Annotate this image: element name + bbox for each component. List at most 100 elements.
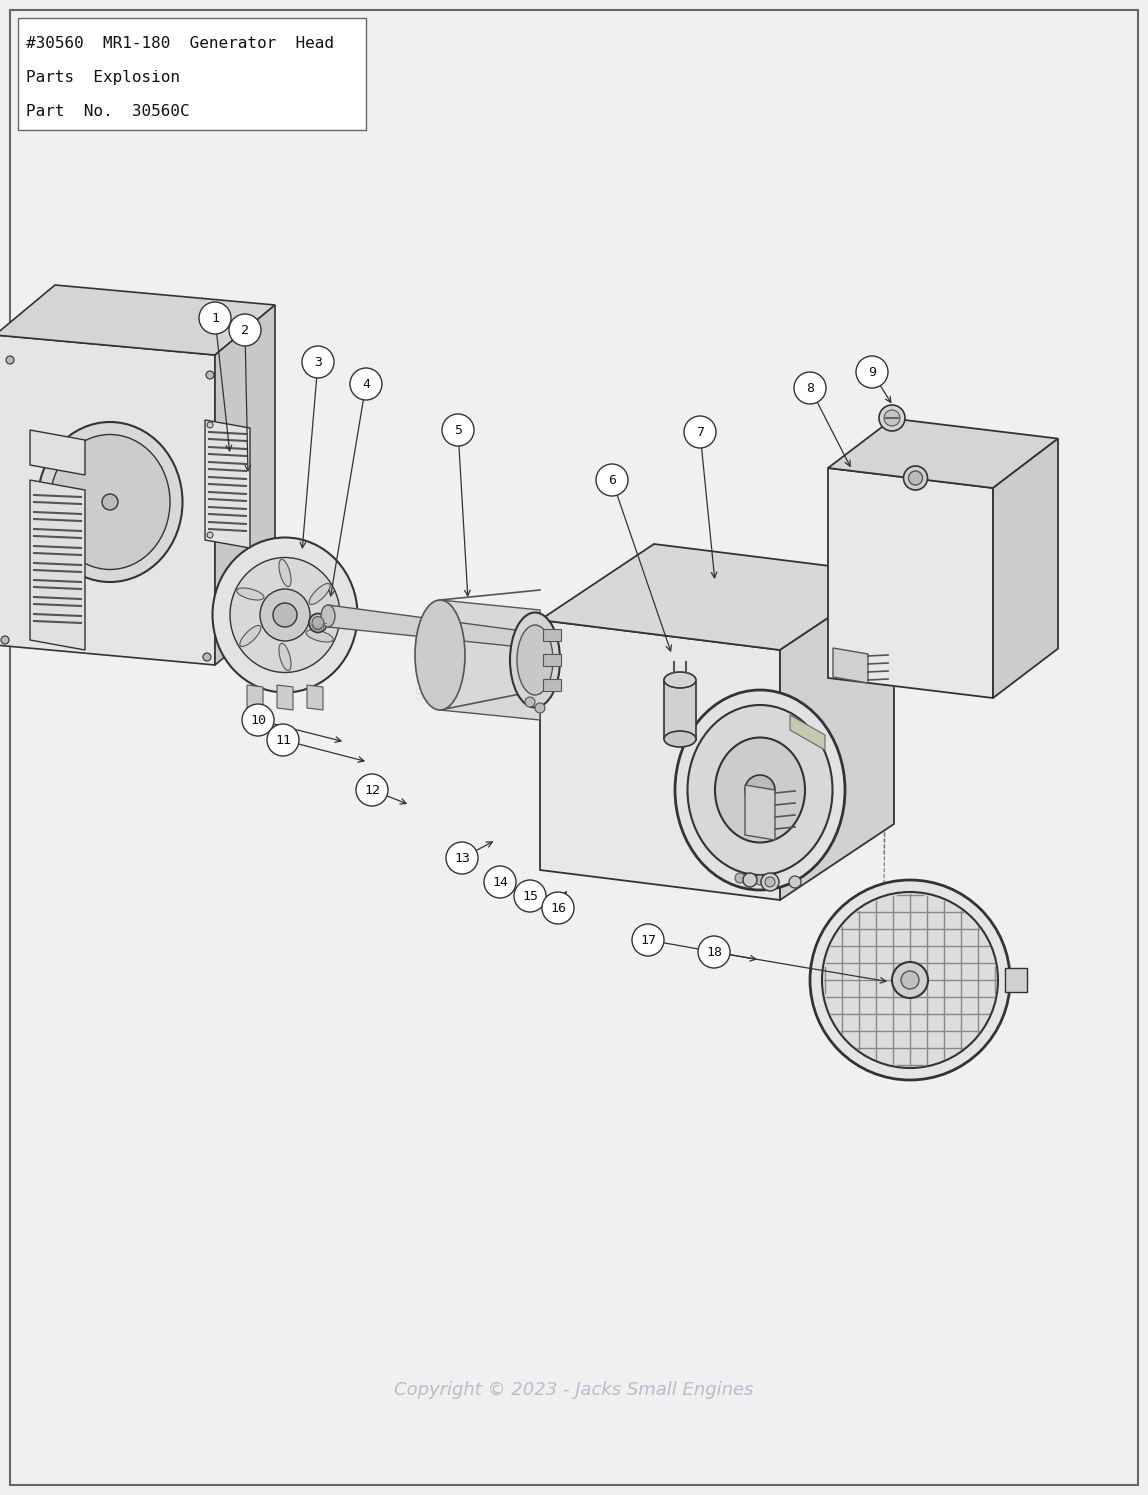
Ellipse shape <box>664 671 696 688</box>
Circle shape <box>822 893 998 1067</box>
Circle shape <box>350 368 382 401</box>
Ellipse shape <box>688 706 832 875</box>
Text: 9: 9 <box>868 365 876 378</box>
Circle shape <box>267 724 298 756</box>
Ellipse shape <box>510 613 560 707</box>
Ellipse shape <box>279 643 292 671</box>
Polygon shape <box>0 335 215 665</box>
Circle shape <box>102 493 118 510</box>
Text: 12: 12 <box>364 783 380 797</box>
Ellipse shape <box>51 435 170 570</box>
Circle shape <box>743 873 757 887</box>
Text: 15: 15 <box>522 890 538 903</box>
Circle shape <box>698 936 730 967</box>
Circle shape <box>810 881 1010 1079</box>
Polygon shape <box>833 647 868 683</box>
Circle shape <box>596 463 628 496</box>
Ellipse shape <box>675 691 845 890</box>
Polygon shape <box>664 680 696 740</box>
Polygon shape <box>247 685 263 710</box>
Circle shape <box>908 471 923 484</box>
Polygon shape <box>328 605 530 647</box>
Polygon shape <box>215 305 276 665</box>
Circle shape <box>525 697 535 707</box>
Ellipse shape <box>236 588 264 599</box>
Ellipse shape <box>414 599 465 710</box>
Text: 18: 18 <box>706 945 722 958</box>
Text: 17: 17 <box>639 933 656 946</box>
Ellipse shape <box>321 605 335 626</box>
Circle shape <box>484 866 515 898</box>
Bar <box>18 18 366 130</box>
Circle shape <box>794 372 827 404</box>
Circle shape <box>856 356 889 389</box>
Polygon shape <box>307 685 323 710</box>
Text: Parts  Explosion: Parts Explosion <box>26 70 180 85</box>
Text: 8: 8 <box>806 381 814 395</box>
Text: 11: 11 <box>276 734 290 746</box>
Polygon shape <box>540 544 894 650</box>
Text: 1: 1 <box>211 311 219 324</box>
Circle shape <box>901 970 920 990</box>
Ellipse shape <box>309 583 331 604</box>
Polygon shape <box>30 480 85 650</box>
Circle shape <box>684 416 716 448</box>
Ellipse shape <box>230 558 340 673</box>
Ellipse shape <box>259 589 310 641</box>
Bar <box>543 679 561 691</box>
Polygon shape <box>30 431 85 475</box>
Text: 13: 13 <box>453 852 470 864</box>
Polygon shape <box>790 715 825 750</box>
Polygon shape <box>540 620 779 900</box>
Text: 5: 5 <box>453 423 461 437</box>
Text: 16: 16 <box>550 901 566 915</box>
Ellipse shape <box>279 559 292 586</box>
Polygon shape <box>205 420 250 549</box>
Circle shape <box>879 405 905 431</box>
Polygon shape <box>828 419 1058 487</box>
Circle shape <box>242 704 274 736</box>
Circle shape <box>884 410 900 426</box>
Circle shape <box>633 924 664 955</box>
Circle shape <box>273 602 297 626</box>
Circle shape <box>302 345 334 378</box>
Ellipse shape <box>212 538 357 692</box>
Bar <box>1004 967 1027 993</box>
Circle shape <box>1 635 9 644</box>
Ellipse shape <box>664 731 696 748</box>
Polygon shape <box>779 574 894 900</box>
Circle shape <box>755 875 765 885</box>
Text: 2: 2 <box>241 323 249 336</box>
Ellipse shape <box>309 613 327 632</box>
Bar <box>543 629 561 641</box>
Text: 14: 14 <box>492 876 509 888</box>
Text: ©: © <box>537 640 552 655</box>
Circle shape <box>442 414 474 446</box>
Ellipse shape <box>312 616 324 629</box>
Circle shape <box>514 881 546 912</box>
Bar <box>543 653 561 665</box>
Circle shape <box>745 774 775 804</box>
Text: 3: 3 <box>315 356 321 368</box>
Text: 7: 7 <box>696 426 704 438</box>
Text: 6: 6 <box>608 474 616 486</box>
Polygon shape <box>745 785 775 840</box>
Polygon shape <box>828 468 993 698</box>
Ellipse shape <box>517 625 553 695</box>
Circle shape <box>356 774 388 806</box>
Circle shape <box>735 873 745 884</box>
Polygon shape <box>277 685 293 710</box>
Text: #30560  MR1-180  Generator  Head: #30560 MR1-180 Generator Head <box>26 36 334 51</box>
Circle shape <box>207 532 214 538</box>
Circle shape <box>205 371 214 380</box>
Ellipse shape <box>38 422 183 582</box>
Circle shape <box>892 961 928 999</box>
Circle shape <box>228 314 261 345</box>
Circle shape <box>6 356 14 363</box>
Ellipse shape <box>307 629 333 641</box>
Circle shape <box>761 873 779 891</box>
Circle shape <box>203 653 211 661</box>
Text: SMALL ENGINES: SMALL ENGINES <box>413 686 566 704</box>
Circle shape <box>447 842 478 875</box>
Circle shape <box>199 302 231 333</box>
